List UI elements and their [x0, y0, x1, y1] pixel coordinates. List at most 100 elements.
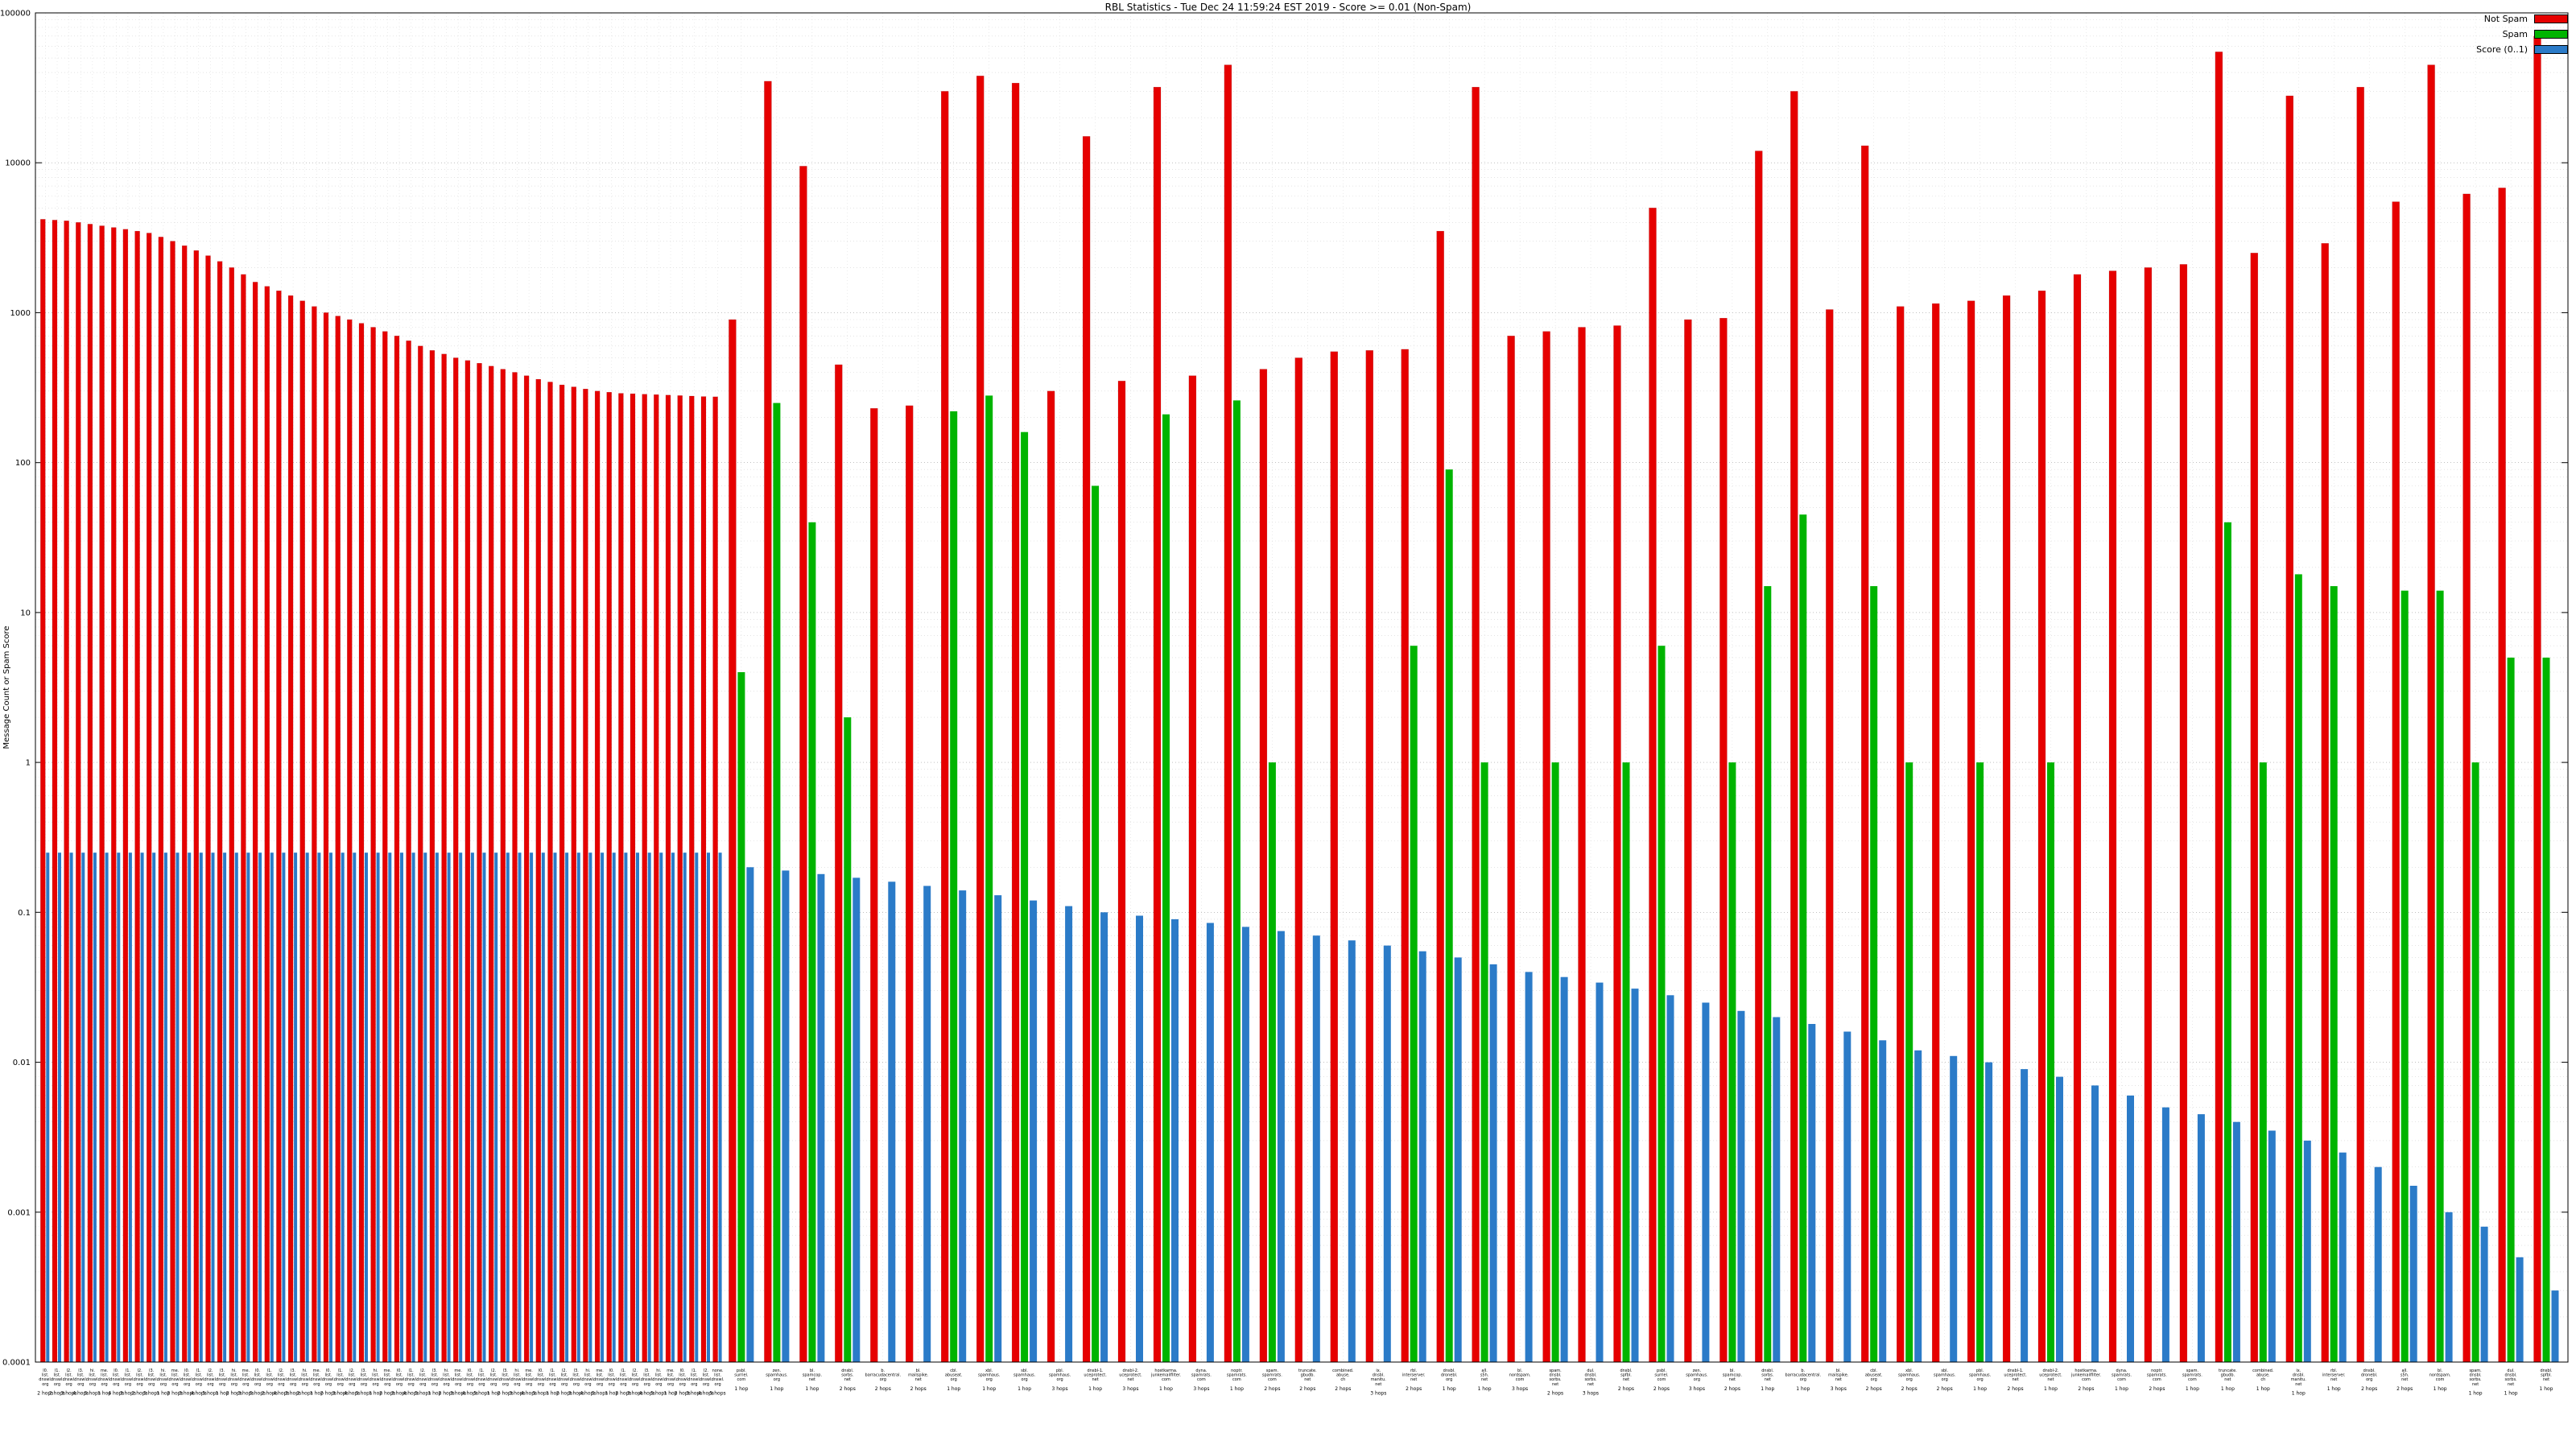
bar-not-spam	[1472, 86, 1480, 1363]
x-tick-label: ix. dnsbl. manitu. net	[2291, 1368, 2307, 1387]
bar-spam	[2436, 590, 2444, 1362]
bar-not-spam	[429, 350, 436, 1363]
bar-spam	[985, 395, 993, 1362]
bar-not-spam	[193, 250, 200, 1363]
x-hops-label: 1 hop	[97, 1390, 111, 1396]
bar-not-spam	[2356, 86, 2364, 1363]
bar-score	[1241, 927, 1249, 1362]
bar-not-spam	[729, 319, 737, 1363]
bar-score	[636, 852, 639, 1362]
x-hops-label: 5 hops	[650, 1390, 667, 1396]
bar-not-spam	[535, 378, 541, 1363]
bar-not-spam	[2533, 35, 2541, 1363]
bar-not-spam	[583, 389, 588, 1363]
bar-not-spam	[2215, 52, 2223, 1363]
bar-not-spam	[441, 353, 447, 1363]
bar-not-spam	[299, 300, 305, 1363]
bar-not-spam	[2392, 201, 2400, 1363]
bar-score	[2516, 1257, 2524, 1362]
bar-score	[2091, 1085, 2099, 1362]
bar-not-spam	[181, 246, 188, 1363]
x-tick-label: l2. list. dnswl. org	[275, 1368, 287, 1387]
bar-score	[1631, 989, 1639, 1362]
bar-score	[470, 852, 474, 1362]
x-hops-label: 1 hop	[1443, 1386, 1456, 1392]
x-tick-label: cbl. abuseat. org	[1865, 1368, 1883, 1382]
bar-not-spam	[712, 396, 718, 1363]
bar-score	[1525, 972, 1533, 1362]
bar-score	[199, 852, 203, 1362]
bar-score	[376, 852, 380, 1362]
x-hops-label: 2 hops	[875, 1386, 891, 1392]
x-tick-label: none. list. dnswl. org	[712, 1368, 724, 1387]
x-hops-label: 3 hops	[1052, 1386, 1068, 1392]
bar-score	[447, 852, 451, 1362]
bar-score	[2339, 1152, 2347, 1362]
x-tick-label: me. list. dnswl. org	[98, 1368, 111, 1387]
x-tick-label: zen. spamhaus. org	[1686, 1368, 1708, 1382]
x-hops-label: 2 hops	[675, 1390, 691, 1396]
bar-not-spam	[205, 255, 211, 1363]
bar-score	[305, 852, 309, 1362]
x-hops-label: 5 hops	[473, 1390, 489, 1396]
legend-label-score: Score (0..1)	[2476, 44, 2528, 55]
bar-not-spam	[606, 392, 612, 1363]
bar-score	[530, 852, 534, 1362]
x-tick-label: l1. list. dnswl. org	[617, 1368, 630, 1387]
bar-score	[2127, 1095, 2134, 1362]
bar-not-spam	[835, 364, 843, 1363]
bar-not-spam	[217, 261, 223, 1363]
x-hops-label: 1 hop	[1973, 1386, 1987, 1392]
x-tick-label: l0. list. dnswl. org	[464, 1368, 477, 1387]
x-tick-label: l2. list. dnswl. org	[558, 1368, 571, 1387]
x-hops-label: 1 hop	[1159, 1386, 1173, 1392]
x-hops-label: 3 hops	[1512, 1386, 1528, 1392]
x-tick-label: dnsbl. dronebl. org	[2361, 1368, 2378, 1382]
x-tick-label: l2. list. dnswl. org	[700, 1368, 712, 1387]
bar-not-spam	[1153, 86, 1162, 1363]
bar-score	[1418, 951, 1426, 1362]
x-hops-label: 1 hop	[1796, 1386, 1810, 1392]
x-tick-label: dnsbl-2. uceprotect. net	[2039, 1368, 2062, 1382]
bar-score	[270, 852, 274, 1362]
bar-score	[565, 852, 569, 1362]
bar-score	[1737, 1010, 1745, 1362]
bar-not-spam	[1684, 319, 1692, 1363]
bar-score	[601, 852, 605, 1362]
x-hops-label: 1 hop	[2292, 1390, 2306, 1396]
x-tick-label: l0. list. dnswl. org	[322, 1368, 335, 1387]
bar-not-spam	[418, 345, 423, 1363]
bar-not-spam	[1436, 230, 1444, 1363]
x-hops-label: 4 hops	[403, 1390, 419, 1396]
x-tick-label: l3. list. dnswl. org	[499, 1368, 512, 1387]
bar-score	[246, 852, 250, 1362]
bar-score	[58, 852, 61, 1362]
bar-not-spam	[394, 336, 400, 1363]
bar-not-spam	[594, 390, 601, 1363]
bar-score	[1489, 964, 1497, 1362]
y-tick-label: 0.001	[7, 1208, 31, 1217]
x-tick-label: l1. list. dnswl. org	[475, 1368, 488, 1387]
x-tick-label: hi. list. dnswl. org	[228, 1368, 241, 1387]
bar-score	[411, 852, 415, 1362]
x-hops-label: 4 hops	[580, 1390, 596, 1396]
bar-score	[163, 852, 167, 1362]
x-hops-label: 2 hops	[2361, 1386, 2377, 1392]
x-hops-label: 1 hop	[982, 1386, 996, 1392]
x-hops-label: 5 hops	[250, 1390, 266, 1396]
bar-not-spam	[1578, 327, 1586, 1363]
bar-not-spam	[547, 382, 553, 1363]
bar-spam	[1268, 762, 1276, 1362]
bar-not-spam	[2179, 264, 2188, 1363]
bar-score	[2232, 1121, 2240, 1362]
bar-score	[2021, 1069, 2029, 1362]
bar-not-spam	[1188, 375, 1197, 1363]
legend-entry-spam: Spam	[2476, 28, 2568, 40]
bar-score	[683, 852, 687, 1362]
bar-not-spam	[1117, 381, 1126, 1363]
bar-score	[388, 852, 392, 1362]
x-hops-label: 5 hops	[202, 1390, 218, 1396]
bar-score	[1206, 923, 1214, 1362]
x-tick-label: me. list. dnswl. org	[593, 1368, 606, 1387]
bar-not-spam	[146, 233, 152, 1363]
